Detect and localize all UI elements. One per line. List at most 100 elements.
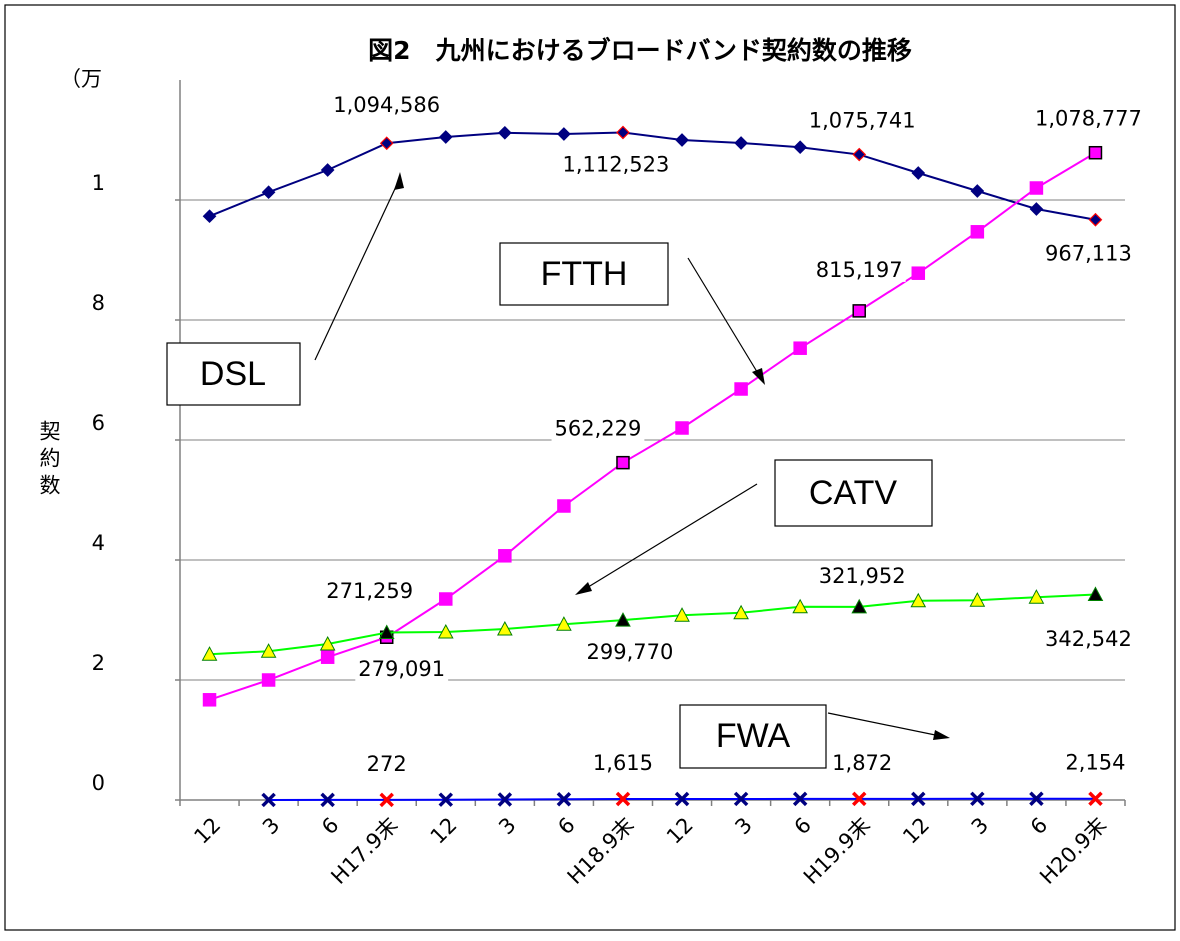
data-label-bg	[559, 152, 673, 177]
data-label-bg	[330, 93, 444, 118]
chart-title: 図2 九州におけるブロードバンド契約数の推移	[368, 36, 912, 65]
marker	[438, 792, 454, 807]
arrow	[579, 483, 758, 593]
y-axis-label: 契約数	[37, 420, 61, 501]
marker	[733, 604, 749, 620]
marker	[970, 184, 985, 198]
annotation-label: FTTH	[541, 255, 628, 293]
data-label: 342,542	[1045, 627, 1132, 651]
marker	[379, 136, 394, 151]
marker	[261, 673, 276, 687]
y-axis-label-text: 契約数	[37, 420, 61, 501]
marker	[1088, 791, 1103, 806]
marker	[615, 612, 631, 627]
arrow	[687, 257, 763, 381]
marker	[202, 693, 217, 707]
data-label: 279,091	[358, 657, 445, 681]
marker	[557, 499, 571, 513]
marker	[557, 127, 571, 141]
arrowhead	[575, 582, 592, 595]
data-label-bg	[829, 750, 896, 775]
marker	[261, 185, 276, 200]
y-tick-label: 4	[92, 531, 105, 555]
annotation-box	[499, 242, 669, 306]
arrow	[827, 712, 946, 738]
marker	[851, 598, 868, 614]
data-label: 271,259	[326, 579, 413, 603]
data-label: 1,075,741	[809, 109, 916, 133]
marker	[320, 650, 335, 664]
annotation-box	[774, 459, 933, 527]
marker	[319, 635, 336, 651]
marker	[852, 304, 866, 318]
series-line	[209, 151, 1096, 701]
data-label-bg	[1062, 750, 1129, 775]
data-label: 1,615	[593, 751, 653, 775]
marker	[320, 792, 335, 808]
marker	[497, 620, 513, 636]
marker	[498, 549, 512, 563]
marker	[439, 592, 453, 606]
marker	[734, 382, 748, 396]
marker	[556, 792, 572, 807]
y-tick-label: 8	[92, 291, 105, 315]
marker	[261, 792, 276, 808]
marker	[734, 136, 748, 150]
marker	[911, 166, 926, 180]
data-label-bg	[805, 108, 919, 133]
marker	[970, 225, 985, 239]
marker	[1029, 202, 1044, 216]
y-tick-label: 0	[92, 771, 105, 795]
data-label-bg	[1042, 627, 1135, 651]
marker	[438, 130, 453, 144]
arrowhead	[933, 730, 950, 740]
marker	[1029, 181, 1044, 195]
marker	[793, 140, 808, 155]
marker	[911, 266, 926, 280]
data-label: 967,113	[1045, 242, 1132, 266]
marker	[733, 791, 749, 807]
annotation-label: FWA	[716, 717, 791, 755]
marker	[615, 791, 631, 807]
data-label-bg	[812, 257, 906, 282]
marker	[260, 643, 277, 658]
marker	[201, 646, 218, 661]
data-label: 815,197	[816, 258, 903, 282]
marker	[616, 125, 630, 140]
y-unit: （万	[60, 67, 102, 91]
marker	[851, 791, 867, 807]
data-label: 321,952	[819, 564, 906, 588]
data-label-bg	[551, 416, 645, 441]
marker	[497, 125, 512, 140]
data-label-bg	[1042, 241, 1135, 266]
marker	[970, 791, 985, 807]
marker	[1088, 212, 1103, 227]
marker	[1029, 791, 1044, 806]
data-label-bg	[323, 579, 417, 604]
marker	[675, 421, 689, 435]
marker	[379, 792, 394, 808]
data-label: 562,229	[555, 417, 642, 441]
annotation-box	[166, 342, 301, 406]
data-label-bg	[583, 640, 677, 664]
marker	[792, 791, 808, 807]
series-line	[209, 131, 1096, 221]
marker	[792, 598, 808, 614]
y-tick-label: 2	[92, 651, 105, 675]
annotations: DSL FTTH CATV FWA	[166, 172, 950, 769]
data-label: 1,112,523	[563, 152, 670, 176]
marker	[1087, 586, 1104, 601]
marker	[202, 209, 217, 224]
marker	[675, 133, 689, 147]
marker	[911, 791, 926, 807]
marker	[674, 791, 690, 807]
marker	[556, 616, 572, 631]
marker	[793, 341, 807, 355]
data-label: 1,094,586	[333, 93, 440, 117]
marker	[320, 163, 335, 177]
arrowhead	[394, 172, 404, 190]
data-label: 272	[367, 752, 407, 776]
marker	[1088, 145, 1103, 160]
